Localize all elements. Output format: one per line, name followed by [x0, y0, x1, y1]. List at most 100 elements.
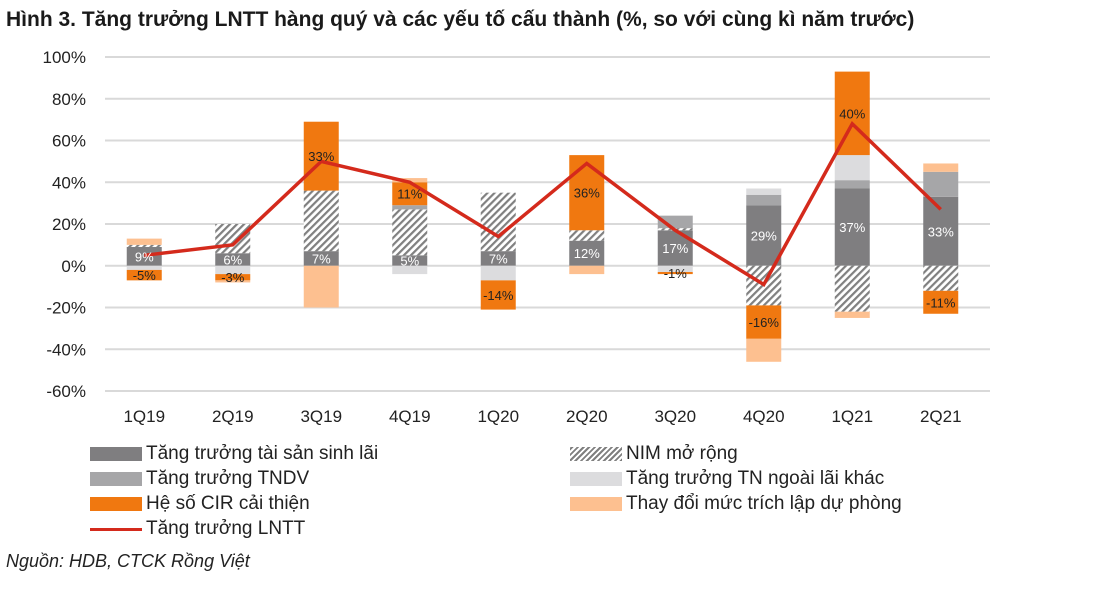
y-tick-label: -60% [46, 382, 86, 401]
bar-segment [746, 194, 782, 206]
legend-swatch [90, 472, 142, 486]
data-label: 17% [662, 241, 688, 256]
bar-segment [215, 253, 251, 266]
bar-segment [923, 290, 959, 314]
line-series-lntt [144, 120, 942, 287]
x-tick-label: 4Q20 [743, 407, 785, 426]
bar-segment [126, 244, 162, 247]
bar-segment [303, 190, 339, 252]
data-label: -1% [664, 266, 688, 281]
y-tick-label: 20% [52, 215, 86, 234]
bar-segment [126, 265, 162, 270]
bar-segment [215, 274, 251, 281]
data-label: -3% [221, 270, 245, 285]
bar-segment [834, 71, 870, 156]
bar-segment [126, 238, 162, 245]
bar-segment [923, 171, 959, 197]
legend-label: NIM mở rộng [626, 443, 738, 464]
legend-label: Tăng trưởng LNTT [146, 518, 306, 539]
bar-segment [392, 178, 428, 183]
legend-swatch [90, 497, 142, 511]
bar-segment [569, 155, 605, 231]
legend-item: Tăng trưởng TNDV [90, 468, 309, 490]
bar-segment [392, 255, 428, 266]
legend-swatch [570, 497, 622, 511]
legend-label: Thay đổi mức trích lập dự phòng [626, 493, 902, 514]
data-label: -16% [749, 315, 780, 330]
data-label: 40% [839, 106, 865, 121]
chart-title: Hình 3. Tăng trưởng LNTT hàng quý và các… [6, 8, 915, 31]
bar-segment [126, 269, 162, 281]
legend-label: Tăng trưởng TN ngoài lãi khác [626, 468, 885, 489]
legend-label: Tăng trưởng tài sản sinh lãi [146, 443, 379, 464]
bar-segment [569, 240, 605, 266]
legend-swatch [570, 447, 622, 461]
data-label: 29% [751, 228, 777, 243]
bar-segment [923, 265, 959, 291]
bar-segment [392, 209, 428, 256]
data-label: 7% [312, 251, 331, 266]
x-tick-label: 3Q20 [654, 407, 696, 426]
data-label: 33% [928, 224, 954, 239]
y-tick-label: 0% [61, 257, 86, 276]
bar-segment [834, 155, 870, 181]
data-label: 9% [135, 249, 154, 264]
bar-segment [834, 180, 870, 189]
bar-segment [215, 224, 251, 254]
x-tick-label: 1Q19 [123, 407, 165, 426]
data-label: 7% [489, 251, 508, 266]
x-tick-label: 2Q20 [566, 407, 608, 426]
bar-segment [569, 265, 605, 275]
data-label: 37% [839, 220, 865, 235]
bar-segment [923, 163, 959, 172]
bar-segment [569, 230, 605, 241]
bar-segment [480, 192, 516, 252]
legend-item: Tăng trưởng TN ngoài lãi khác [570, 468, 884, 490]
legend-swatch [90, 527, 142, 531]
x-tick-label: 3Q19 [300, 407, 342, 426]
x-tick-label: 1Q21 [831, 407, 873, 426]
x-tick-label: 2Q21 [920, 407, 962, 426]
legend-item: Hệ số CIR cải thiện [90, 493, 310, 515]
legend-item: Tăng trưởng tài sản sinh lãi [90, 443, 378, 465]
data-label: 5% [400, 254, 419, 269]
bar-segment [746, 205, 782, 266]
bar-segment [215, 280, 251, 283]
y-tick-label: -40% [46, 340, 86, 359]
bar-segment [746, 188, 782, 195]
bar-segment [392, 265, 428, 275]
bar-segment [215, 265, 251, 275]
bar-segment [303, 265, 339, 308]
legend-item: Thay đổi mức trích lập dự phòng [570, 493, 902, 515]
data-label: 36% [574, 186, 600, 201]
data-label: 33% [308, 149, 334, 164]
x-tick-label: 4Q19 [389, 407, 431, 426]
bar-segment [303, 121, 339, 191]
bar-segment [834, 265, 870, 312]
data-label: -14% [483, 288, 514, 303]
bar-segment [834, 188, 870, 266]
data-label: 6% [223, 252, 242, 267]
data-label: -11% [926, 295, 956, 310]
data-label: 12% [574, 246, 600, 261]
y-tick-label: 60% [52, 132, 86, 151]
legend-label: Tăng trưởng TNDV [146, 468, 310, 489]
bar-segment [746, 305, 782, 339]
bar-segment [126, 246, 162, 266]
legend-item: NIM mở rộng [570, 443, 738, 465]
y-tick-label: -20% [46, 299, 86, 318]
legend-swatch [570, 472, 622, 486]
y-tick-label: 80% [52, 90, 86, 109]
x-tick-label: 1Q20 [477, 407, 519, 426]
legend-label: Hệ số CIR cải thiện [146, 493, 310, 514]
bar-segment [657, 272, 693, 275]
x-tick-label: 2Q19 [212, 407, 254, 426]
bar-segment [480, 280, 516, 310]
y-tick-label: 40% [52, 173, 86, 192]
bar-segment [746, 338, 782, 362]
bar-segment [834, 311, 870, 318]
data-label: 11% [397, 187, 422, 202]
source-note: Nguồn: HDB, CTCK Rồng Việt [6, 551, 250, 571]
bar-segment [392, 205, 428, 210]
